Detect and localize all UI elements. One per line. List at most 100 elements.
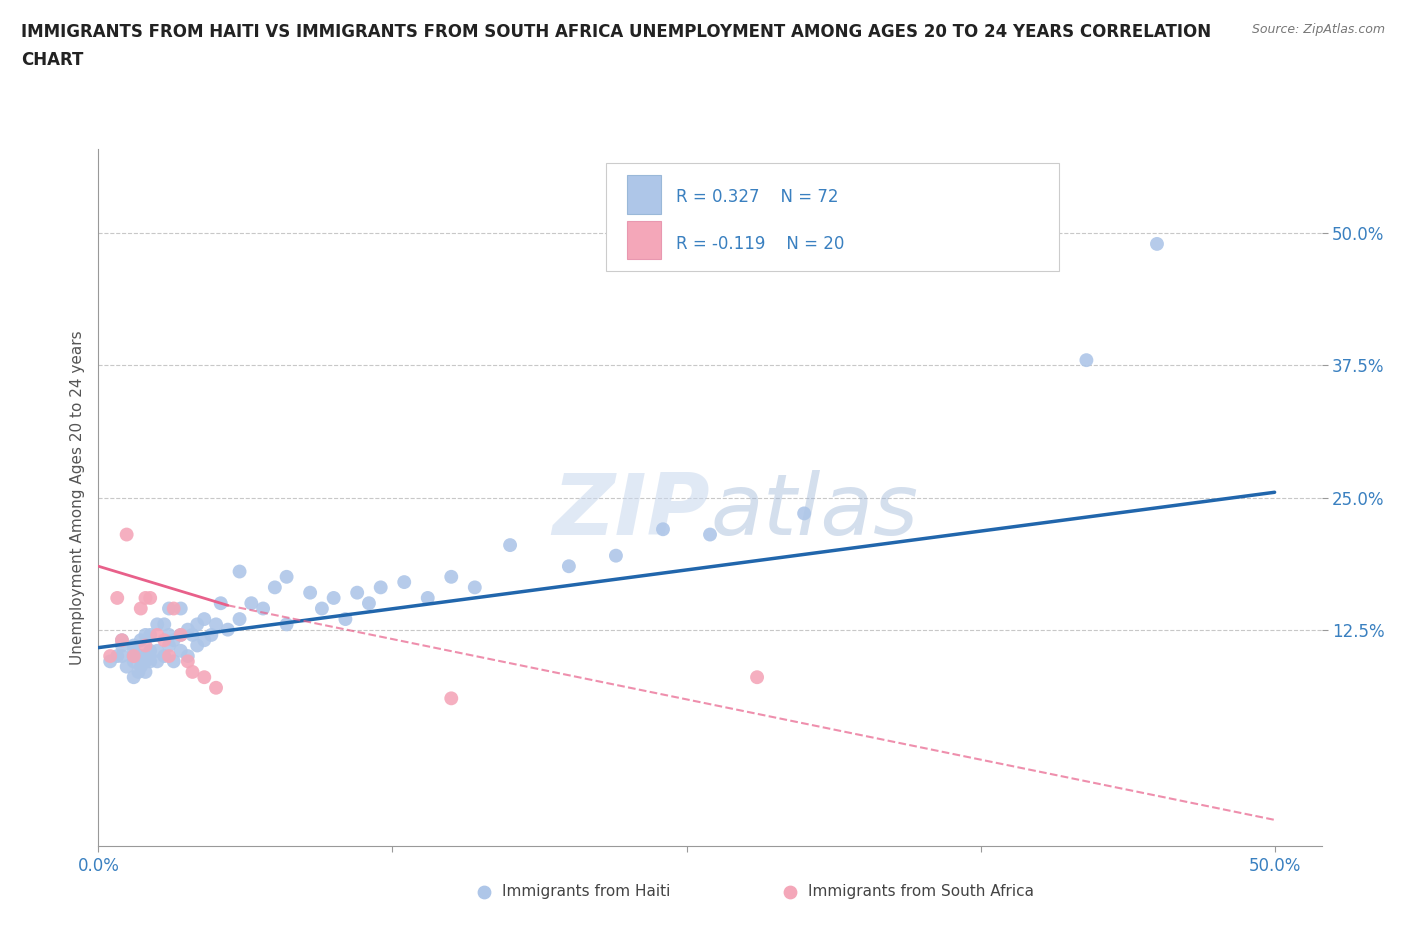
Point (416, 591, 439, 605)
Point (111, 648, 134, 663)
Point (134, 648, 156, 663)
FancyBboxPatch shape (627, 221, 661, 259)
Point (346, 585, 368, 600)
Point (129, 648, 152, 663)
Point (605, 549, 627, 564)
Text: Immigrants from Haiti: Immigrants from Haiti (502, 884, 671, 899)
Point (200, 628, 222, 643)
Point (335, 612, 357, 627)
Point (134, 638, 156, 653)
Point (745, 670, 768, 684)
FancyBboxPatch shape (627, 176, 661, 214)
Point (177, 648, 200, 663)
Point (157, 628, 180, 643)
Point (139, 628, 162, 643)
Point (205, 681, 228, 696)
Text: atlas: atlas (710, 470, 918, 553)
Text: R = 0.327    N = 72: R = 0.327 N = 72 (676, 188, 838, 206)
Point (139, 654, 162, 669)
Point (98, 648, 121, 663)
Point (240, 596, 263, 611)
Point (440, 691, 463, 706)
Point (499, 538, 522, 552)
Point (134, 628, 156, 643)
Point (276, 569, 298, 584)
Point (134, 591, 156, 605)
Point (157, 648, 180, 663)
Text: Source: ZipAtlas.com: Source: ZipAtlas.com (1251, 23, 1385, 36)
Point (193, 670, 215, 684)
Point (1146, 236, 1168, 251)
Point (828, 823, 851, 838)
Point (157, 601, 180, 616)
Point (170, 601, 193, 616)
Point (177, 654, 200, 669)
Point (129, 601, 152, 616)
Text: R = -0.119    N = 20: R = -0.119 N = 20 (676, 234, 844, 253)
Point (170, 628, 193, 643)
Point (122, 648, 145, 663)
Point (370, 580, 392, 595)
Point (193, 612, 215, 627)
Point (163, 601, 186, 616)
Point (129, 659, 152, 674)
Text: Immigrants from South Africa: Immigrants from South Africa (808, 884, 1033, 899)
Point (252, 601, 274, 616)
Point (111, 638, 134, 653)
Point (205, 617, 228, 631)
Point (793, 506, 815, 521)
Point (186, 617, 208, 631)
Point (181, 664, 204, 679)
Point (209, 596, 232, 611)
Point (652, 522, 675, 537)
Point (146, 617, 169, 631)
Point (311, 601, 333, 616)
Point (193, 632, 215, 647)
Text: ZIP: ZIP (553, 470, 710, 553)
Point (276, 617, 298, 631)
Point (129, 632, 152, 647)
Point (299, 585, 322, 600)
Point (111, 632, 134, 647)
Point (558, 559, 581, 574)
Point (134, 664, 156, 679)
Point (263, 580, 285, 595)
Point (181, 628, 204, 643)
Point (699, 527, 721, 542)
Point (115, 659, 138, 674)
Text: IMMIGRANTS FROM HAITI VS IMMIGRANTS FROM SOUTH AFRICA UNEMPLOYMENT AMONG AGES 20: IMMIGRANTS FROM HAITI VS IMMIGRANTS FROM… (21, 23, 1211, 41)
FancyBboxPatch shape (606, 163, 1059, 271)
Point (153, 632, 176, 647)
Point (105, 591, 128, 605)
Point (111, 632, 134, 647)
Point (146, 654, 169, 669)
Point (228, 612, 250, 627)
Point (186, 638, 208, 653)
Point (98, 654, 121, 669)
Point (157, 638, 180, 653)
Point (146, 628, 169, 643)
Point (146, 644, 169, 658)
Text: CHART: CHART (21, 51, 83, 69)
Point (322, 591, 344, 605)
Point (122, 638, 145, 653)
Point (139, 591, 162, 605)
Point (170, 628, 193, 643)
Point (1076, 352, 1098, 367)
Point (170, 644, 193, 658)
Point (127, 664, 149, 679)
Point (228, 565, 250, 579)
Point (122, 670, 145, 684)
Point (122, 648, 145, 663)
Point (122, 644, 145, 658)
Point (440, 569, 463, 584)
Point (134, 654, 156, 669)
Point (217, 622, 239, 637)
Point (115, 527, 138, 542)
Point (163, 654, 186, 669)
Point (163, 632, 186, 647)
Point (153, 648, 176, 663)
Point (153, 617, 176, 631)
Point (357, 596, 380, 611)
Point (464, 580, 486, 595)
